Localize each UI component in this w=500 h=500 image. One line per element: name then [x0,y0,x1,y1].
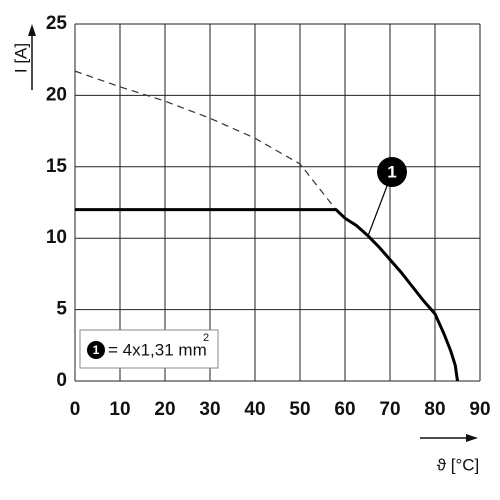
x-tick-label: 20 [154,399,175,420]
legend-superscript: 2 [203,332,209,344]
x-arrow-head [466,434,478,442]
y-axis-label: I [A] [11,43,30,73]
legend-marker [87,341,105,359]
x-tick-label: 70 [379,399,400,420]
x-axis-label: ϑ [°C] [437,455,480,474]
x-tick-label: 60 [334,399,355,420]
x-tick-label: 30 [199,399,220,420]
x-tick-label: 90 [469,399,490,420]
x-tick-label: 50 [289,399,310,420]
curve [74,70,337,211]
legend-marker-label: 1 [93,343,100,357]
y-tick-label: 5 [56,299,67,320]
x-tick-label: 10 [109,399,130,420]
x-tick-label: 0 [70,399,81,420]
curve [75,208,459,382]
x-tick-label: 40 [244,399,265,420]
marker-label: 1 [387,162,396,181]
y-arrow-head [28,24,36,36]
leader-line [367,185,388,237]
legend-text: = 4x1,31 mm [108,340,207,359]
y-tick-label: 20 [46,84,67,105]
y-tick-label: 10 [46,227,67,248]
y-tick-label: 25 [46,13,68,34]
y-tick-label: 0 [56,370,67,391]
y-tick-label: 15 [46,156,68,177]
marker-circle [377,157,407,187]
x-tick-label: 80 [424,399,445,420]
